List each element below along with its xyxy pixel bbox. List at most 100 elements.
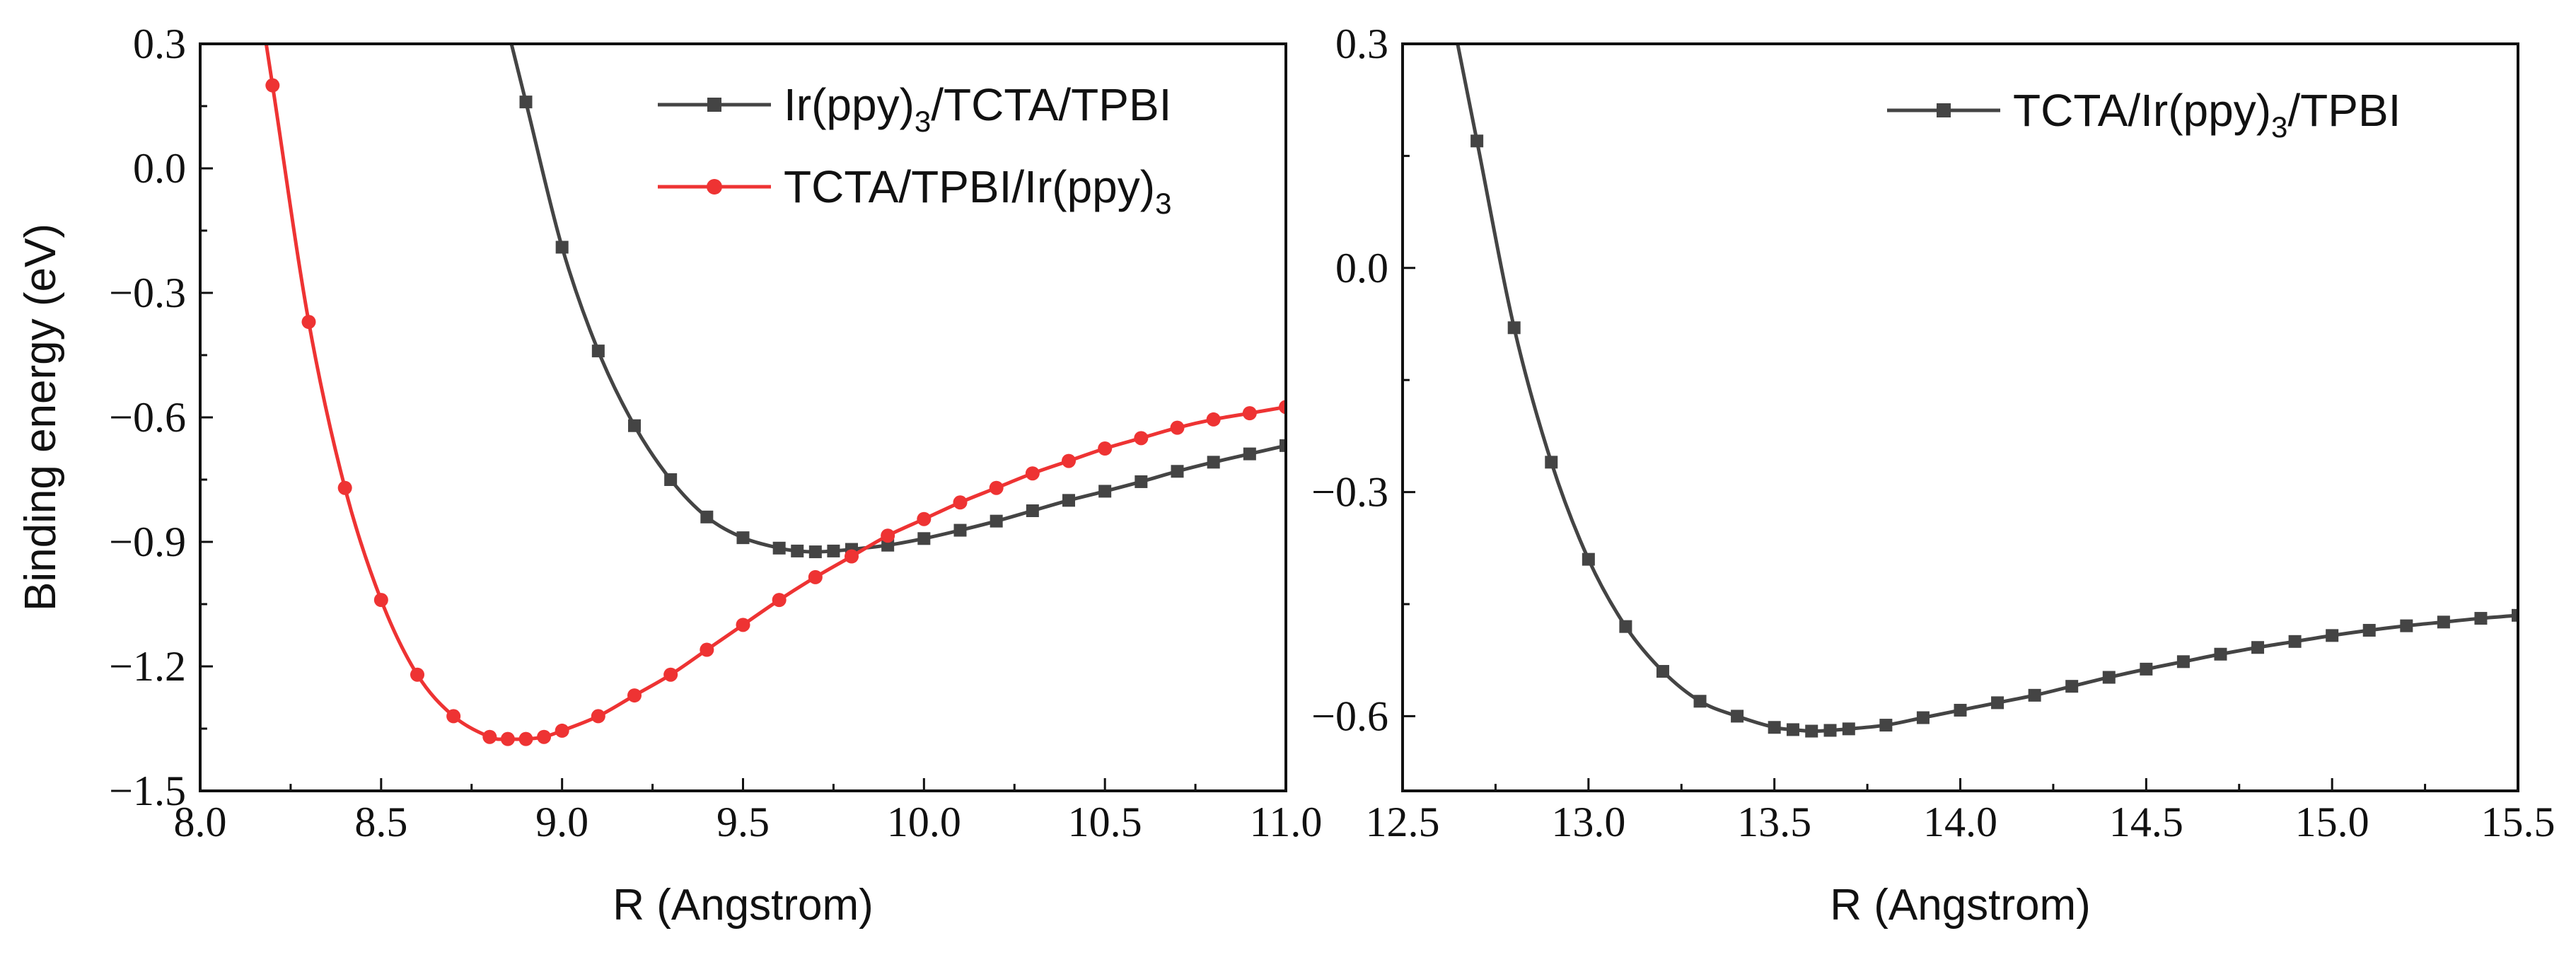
data-point [1619,620,1632,633]
data-point [2214,647,2227,661]
x-tick-label: 11.0 [1250,799,1323,845]
data-point [700,642,714,657]
x-tick-label: 14.0 [1923,799,1997,845]
x-tick-label: 8.5 [354,799,407,845]
data-point [1768,721,1781,734]
data-point [1842,722,1855,736]
x-tick-label: 10.0 [887,799,961,845]
data-point [989,480,1004,495]
x-tick-label: 10.5 [1068,799,1142,845]
y-tick-label: −0.6 [1311,693,1388,739]
data-point [518,731,533,746]
data-point [1991,696,2004,710]
y-tick-label: 0.0 [133,145,186,192]
x-tick-label: 12.5 [1366,799,1440,845]
x-tick-label: 15.5 [2481,799,2555,845]
data-point [1693,695,1707,708]
legend: TCTA/Ir(ppy)3/TPBI [1887,85,2401,144]
x-tick-label: 9.5 [716,799,770,845]
data-point [2102,671,2116,684]
data-point [2176,655,2190,668]
x-axis-title: R (Angstrom) [1830,881,2091,930]
data-point [265,78,280,93]
x-tick-label: 13.5 [1737,799,1811,845]
data-point [2065,680,2079,693]
data-point [1170,420,1185,435]
series-line [1456,44,2518,734]
data-point [1098,485,1112,498]
legend-marker [707,179,722,195]
legend-label-rest: /TCTA/TPBI [931,79,1171,130]
data-point [1582,552,1595,566]
data-point [1098,441,1113,456]
data-point [446,709,461,724]
data-point [881,528,895,543]
data-point [555,241,569,254]
y-axis-title: Binding energy (eV) [16,224,65,611]
y-tick-label: −0.3 [109,270,186,316]
data-point [500,731,515,746]
data-point [1954,703,1967,717]
x-axis-title: R (Angstrom) [613,881,874,930]
series-1 [264,44,1286,746]
y-tick-label: 0.3 [133,21,186,67]
data-point [555,723,569,738]
data-point [1207,456,1220,469]
legend-label: TCTA/Ir(ppy)3/TPBI [2013,85,2401,144]
data-point [2028,688,2041,702]
data-point [663,667,678,682]
data-point [373,593,388,608]
data-point [1026,504,1039,517]
data-point [2288,635,2302,648]
legend-label-main: TCTA/TPBI/Ir(ppy) [784,161,1155,212]
x-tick-label: 9.0 [535,799,588,845]
data-point [808,569,823,584]
data-point [990,514,1003,528]
legend-label-subscript: 3 [2271,110,2287,144]
x-tick-label: 14.5 [2109,799,2183,845]
data-point [1916,711,1930,724]
data-point [881,538,895,552]
data-point [917,511,932,526]
legend-marker [707,98,721,112]
data-point [2251,641,2265,654]
data-point [1135,475,1148,488]
y-tick-label: −1.2 [109,643,186,690]
data-point [845,549,859,564]
data-point [1279,400,1286,415]
data-point [2512,608,2518,622]
data-point [953,495,968,510]
data-point [1243,447,1256,461]
data-point [1879,719,1893,732]
data-point [1206,412,1221,427]
series-0 [509,44,1286,559]
data-point [1025,466,1040,481]
data-point [1280,439,1286,452]
y-tick-label: −0.3 [1311,469,1388,516]
data-point [1656,665,1669,678]
legend-label: Ir(ppy)3/TCTA/TPBI [784,79,1171,138]
legend-label-main: TCTA/Ir(ppy) [2013,85,2271,136]
y-tick-label: −0.9 [109,519,186,565]
data-point [1134,431,1149,446]
data-point [1470,134,1484,148]
legend-label-main: Ir(ppy) [784,79,915,130]
data-point [1823,724,1837,737]
x-tick-label: 13.0 [1551,799,1625,845]
data-point [1731,710,1744,723]
data-point [519,96,533,109]
data-point [736,531,750,545]
data-point [772,541,786,555]
data-point [2474,612,2488,625]
data-point [591,709,605,724]
data-point [2140,662,2153,676]
data-point [736,618,750,632]
data-point [591,345,605,358]
x-tick-label: 15.0 [2295,799,2369,845]
y-tick-label: 0.0 [1335,245,1388,291]
data-point [410,667,424,682]
data-point [337,480,352,495]
data-point [627,688,642,703]
data-point [301,315,316,330]
